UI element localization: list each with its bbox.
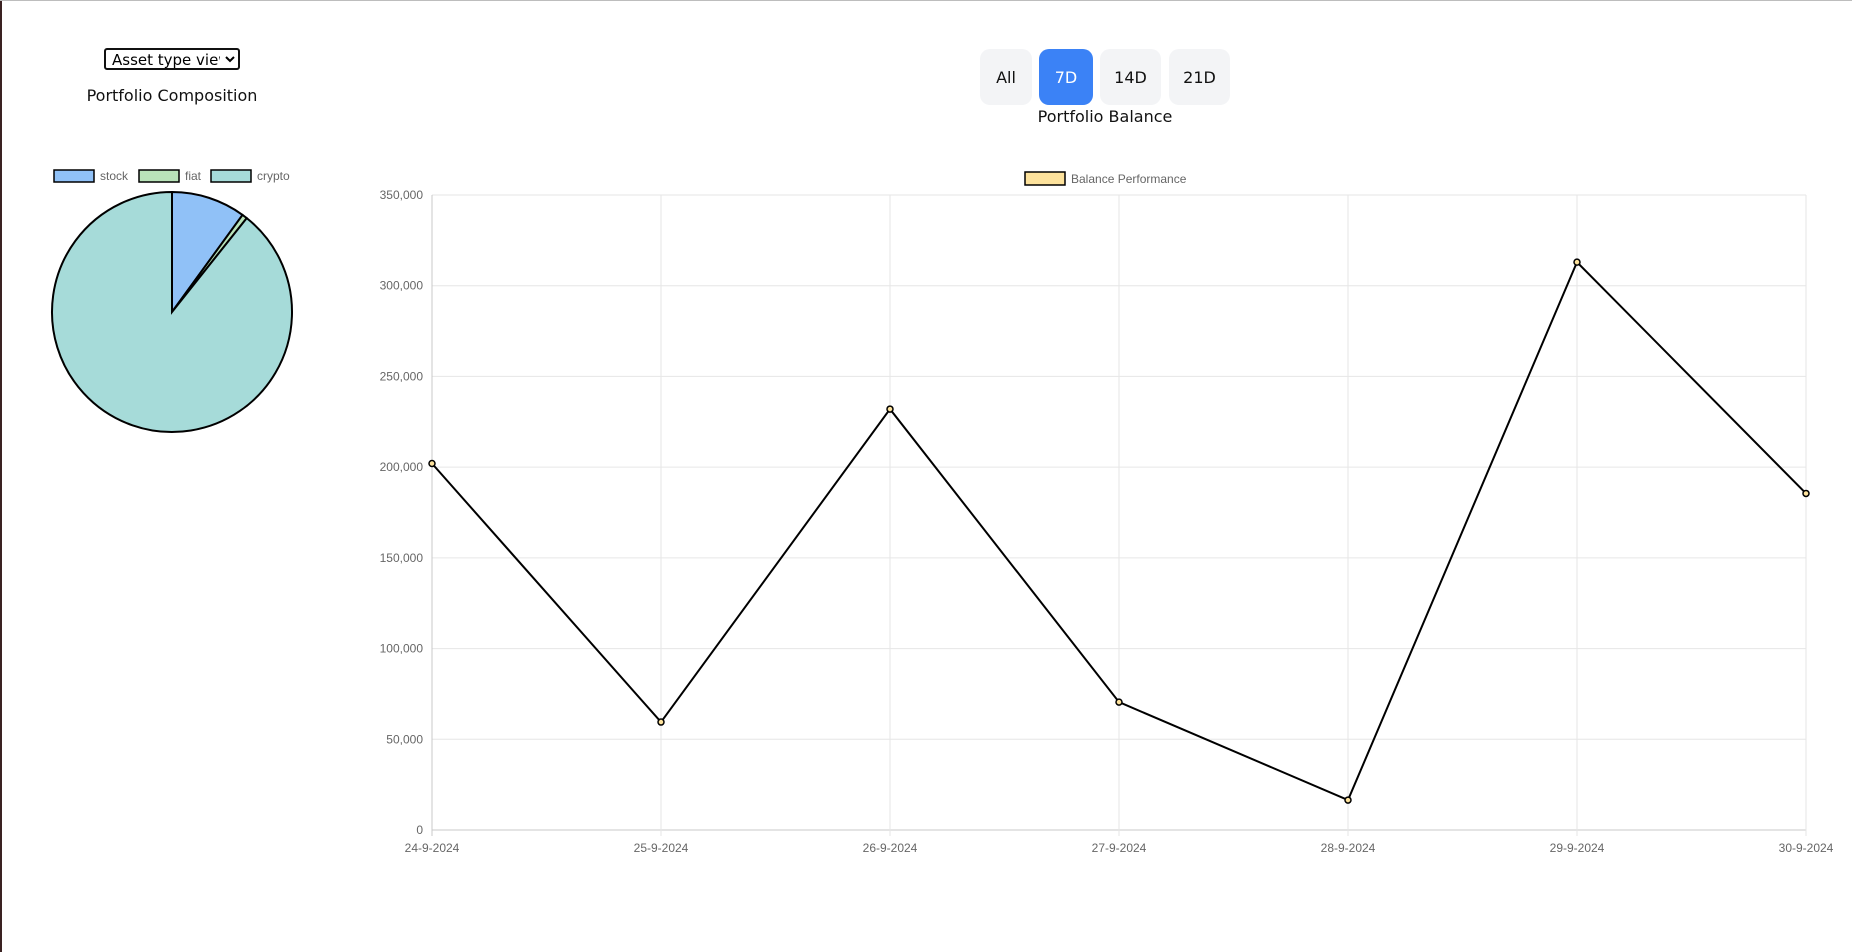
x-tick-label: 27-9-2024	[1092, 841, 1147, 855]
balance-data-point[interactable]	[1573, 258, 1581, 266]
pie-slice-crypto[interactable]	[51, 190, 293, 433]
window-left-edge	[0, 0, 2, 952]
pie-legend-label-stock[interactable]: stock	[100, 169, 129, 183]
y-tick-label: 200,000	[380, 460, 424, 474]
range-all-button[interactable]: All	[980, 49, 1032, 105]
y-tick-label: 350,000	[380, 188, 424, 202]
x-tick-label: 30-9-2024	[1779, 841, 1834, 855]
balance-data-point[interactable]	[1115, 698, 1123, 706]
pie-legend-label-crypto[interactable]: crypto	[257, 169, 290, 183]
pie-slice-stock[interactable]	[171, 190, 244, 316]
x-tick-label: 25-9-2024	[634, 841, 689, 855]
pie-legend-label-fiat[interactable]: fiat	[185, 169, 202, 183]
x-tick-label: 28-9-2024	[1321, 841, 1376, 855]
window-top-edge	[0, 0, 1852, 1]
y-tick-label: 300,000	[380, 279, 424, 293]
portfolio-composition-title: Portfolio Composition	[86, 86, 258, 105]
y-tick-label: 250,000	[380, 369, 424, 383]
y-tick-label: 150,000	[380, 551, 424, 565]
balance-data-point[interactable]	[1802, 489, 1810, 498]
y-tick-label: 100,000	[380, 642, 424, 656]
pie-legend-swatch-fiat[interactable]	[138, 169, 180, 183]
pie-legend-swatch-crypto[interactable]	[210, 169, 252, 183]
x-tick-label: 26-9-2024	[863, 841, 918, 855]
balance-data-point[interactable]	[1344, 796, 1352, 804]
portfolio-balance-chart: 0 50,000 100,000 150,000 200,000 250,000 300,0…	[380, 171, 1834, 855]
x-tick-label: 24-9-2024	[405, 841, 460, 855]
balance-data-point[interactable]	[886, 405, 894, 413]
y-tick-label: 50,000	[386, 732, 423, 746]
line-legend-label[interactable]: Balance Performance	[1071, 172, 1187, 186]
portfolio-composition-chart: stock fiat crypto	[51, 169, 293, 433]
balance-data-point[interactable]	[657, 718, 665, 726]
range-21d-button[interactable]: 21D	[1169, 49, 1230, 105]
balance-data-point[interactable]	[428, 459, 436, 468]
range-14d-button[interactable]: 14D	[1100, 49, 1161, 105]
pie-legend-swatch-stock[interactable]	[53, 169, 95, 183]
portfolio-balance-title: Portfolio Balance	[1037, 107, 1173, 126]
range-7d-button[interactable]: 7D	[1039, 49, 1093, 105]
view-type-select[interactable]: Asset type view	[104, 48, 240, 70]
line-legend-swatch[interactable]	[1024, 171, 1066, 186]
y-tick-label: 0	[416, 823, 423, 837]
x-tick-label: 29-9-2024	[1550, 841, 1605, 855]
